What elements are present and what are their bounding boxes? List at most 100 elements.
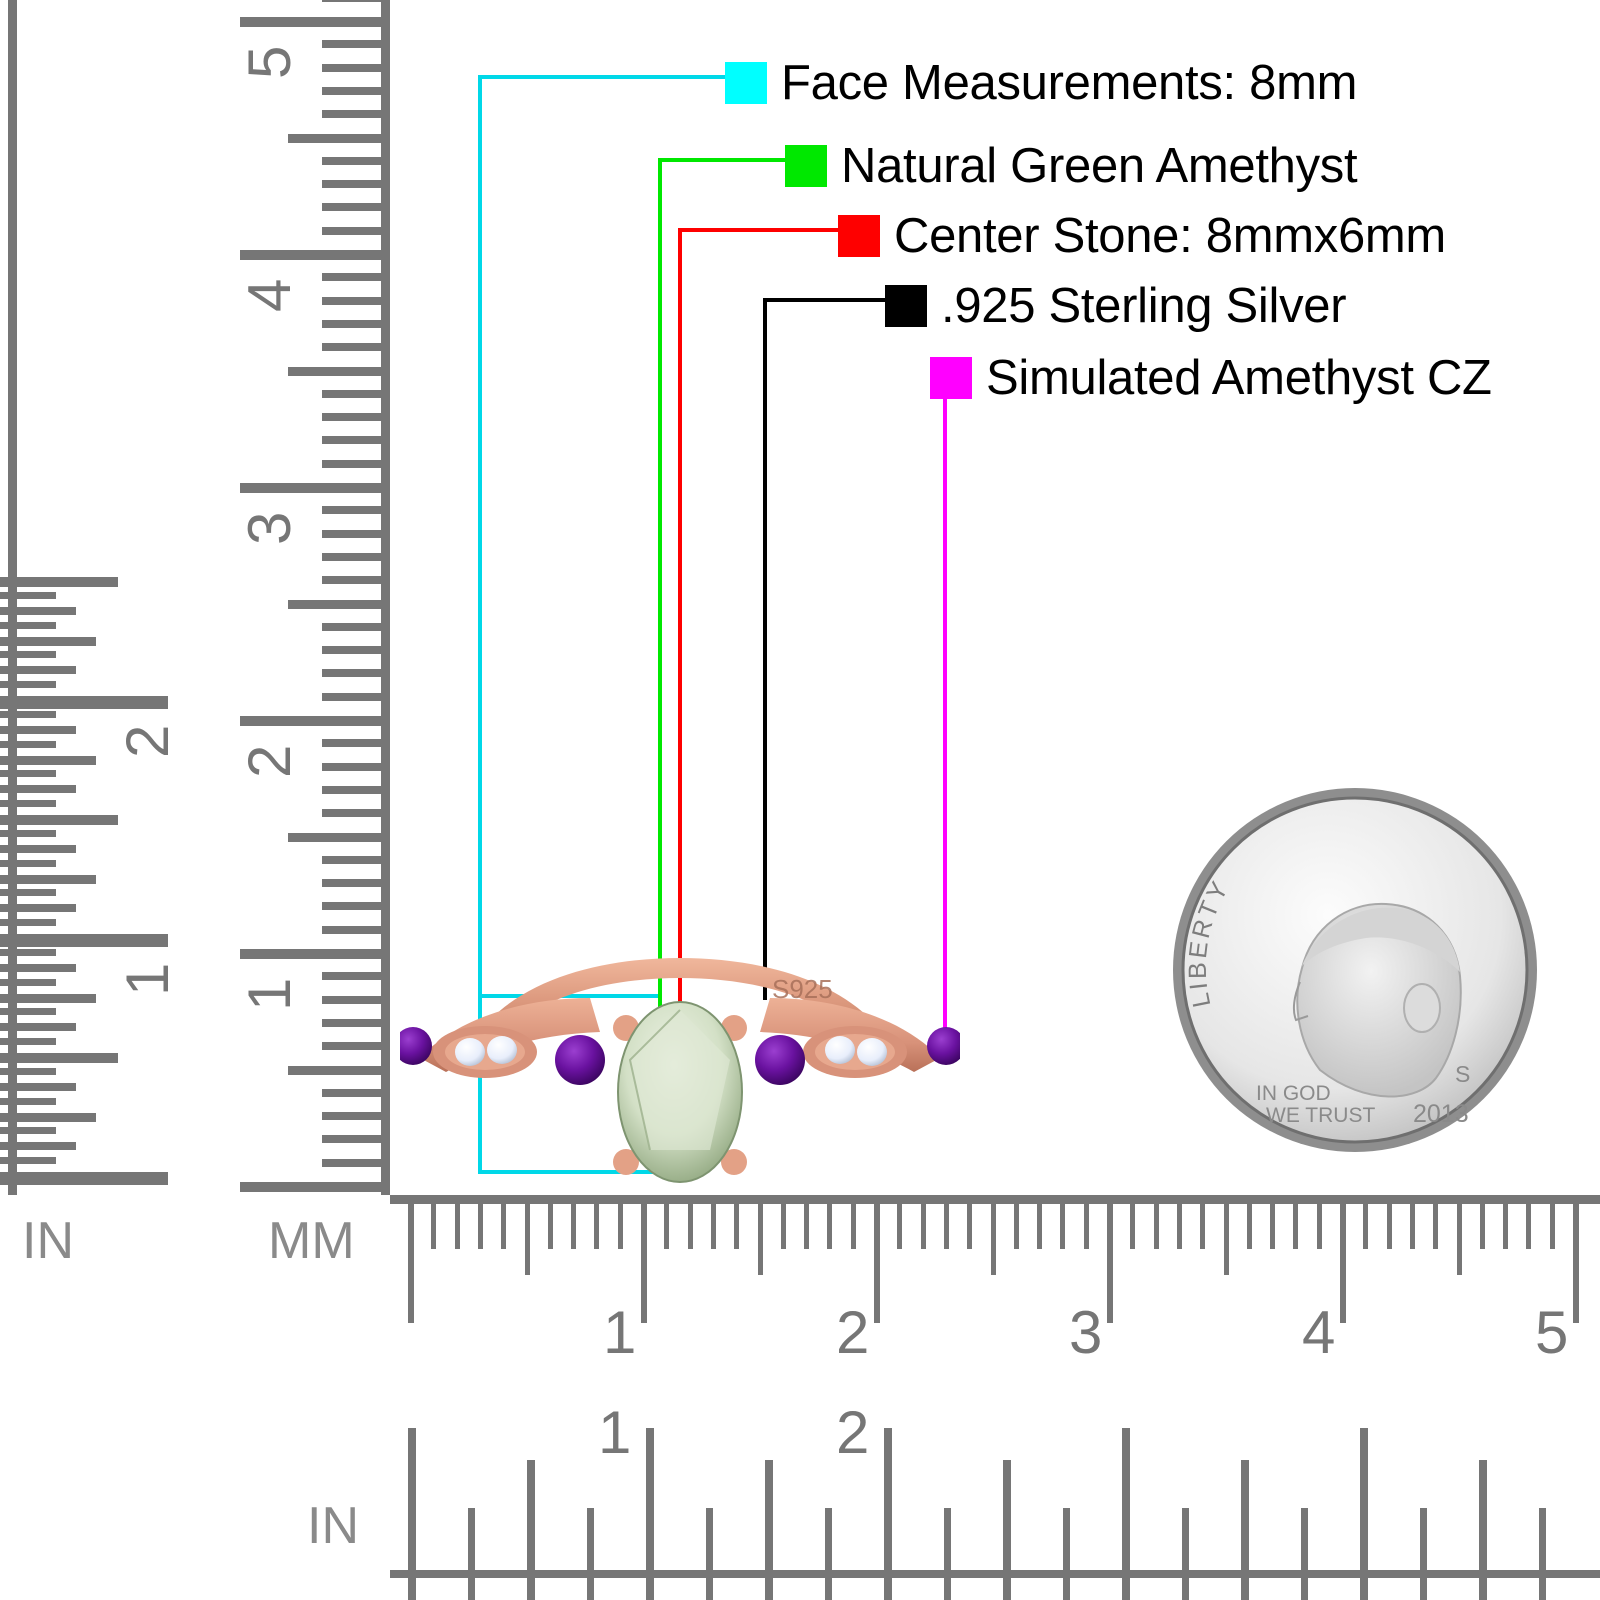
ruler-tick	[0, 1023, 76, 1032]
ruler-tick	[1130, 1195, 1136, 1249]
ruler-tick	[0, 577, 118, 587]
ruler-tick	[322, 529, 390, 538]
ruler-tick	[0, 844, 76, 853]
ruler-number-label: 1	[598, 1399, 632, 1466]
coin-motto-line1: IN GOD	[1256, 1082, 1331, 1105]
ruler-tick	[594, 1195, 600, 1249]
gemstone-facet-table	[630, 1010, 730, 1150]
ruler-tick	[322, 1088, 390, 1097]
ruler-tick	[240, 483, 390, 493]
ruler-tick	[240, 716, 390, 726]
ruler-tick	[1363, 1195, 1369, 1249]
legend-label-face-measurements: Face Measurements: 8mm	[781, 56, 1358, 110]
ruler-tick	[0, 1097, 56, 1105]
ruler-tick	[0, 1142, 76, 1151]
ruler-tick	[1340, 1195, 1346, 1323]
ruler-tick	[1083, 1195, 1089, 1249]
ruler-tick	[240, 949, 390, 959]
ruler-tick	[780, 1195, 786, 1249]
ruler-tick	[1419, 1508, 1427, 1600]
vertical-inch-unit-label: IN	[22, 1212, 74, 1270]
ruler-tick	[990, 1195, 996, 1275]
ruler-tick	[850, 1195, 856, 1249]
ruler-tick	[501, 1195, 507, 1249]
ruler-tick	[1479, 1460, 1487, 1600]
ruler-tick	[322, 296, 390, 305]
legend-item-center-stone: Center Stone: 8mmx6mm	[838, 208, 1446, 264]
ruler-tick	[408, 1195, 414, 1323]
ruler-tick	[1300, 1508, 1308, 1600]
ruler-tick	[288, 1065, 390, 1075]
ruler-tick	[1176, 1195, 1182, 1249]
ruler-tick	[322, 762, 390, 771]
legend-swatch-simulated-amethyst-cz	[930, 357, 972, 399]
ruler-tick	[641, 1195, 647, 1323]
ruler-tick	[0, 889, 56, 897]
ruler-tick	[710, 1195, 716, 1249]
ruler-tick	[884, 1428, 892, 1600]
ruler-tick	[0, 621, 56, 629]
ruler-tick	[824, 1508, 832, 1600]
ruler-tick	[0, 978, 56, 986]
legend-item-sterling-silver: .925 Sterling Silver	[885, 278, 1347, 334]
ruler-tick	[1549, 1195, 1555, 1249]
ruler-tick	[687, 1195, 693, 1249]
ruler-tick	[0, 785, 76, 794]
ruler-spine	[381, 0, 390, 1195]
ruler-tick	[322, 1135, 390, 1144]
ruler-tick	[1153, 1195, 1159, 1249]
ruler-tick	[1003, 1460, 1011, 1600]
ruler-tick	[897, 1195, 903, 1249]
ruler-tick	[322, 855, 390, 864]
ruler-tick	[0, 755, 96, 765]
ruler-tick	[322, 226, 390, 235]
ruler-tick	[322, 669, 390, 678]
ruler-tick	[322, 809, 390, 818]
coin-portrait	[1296, 902, 1462, 1098]
ruler-tick	[0, 666, 76, 675]
ruler-tick	[0, 770, 56, 778]
legend-swatch-face-measurements	[725, 62, 767, 104]
ruler-tick	[0, 904, 76, 913]
ruler-tick	[1316, 1195, 1322, 1249]
ruler-tick	[322, 506, 390, 515]
ruler-tick	[1479, 1195, 1485, 1249]
ruler-tick	[454, 1195, 460, 1249]
ruler-tick	[827, 1195, 833, 1249]
ruler-tick	[0, 963, 76, 972]
ruler-tick	[322, 692, 390, 701]
ruler-tick	[408, 1428, 416, 1600]
ruler-tick	[1246, 1195, 1252, 1249]
ruler-tick	[0, 1112, 96, 1122]
ruler-tick	[943, 1195, 949, 1249]
ruler-tick	[322, 319, 390, 328]
ruler-tick	[0, 696, 168, 709]
ruler-tick	[0, 993, 96, 1003]
ruler-tick	[322, 203, 390, 212]
ruler-tick	[322, 273, 390, 282]
legend-swatch-sterling-silver	[885, 285, 927, 327]
ruler-tick	[547, 1195, 553, 1249]
ruler-tick	[1433, 1195, 1439, 1249]
amethyst-accent-far-right	[927, 1027, 960, 1065]
ruler-tick	[0, 636, 96, 646]
legend-swatch-center-stone	[838, 215, 880, 257]
ruler-tick	[322, 1112, 390, 1121]
ruler-number-label: 2	[836, 1299, 870, 1366]
ruler-tick	[0, 815, 118, 825]
ruler-tick	[322, 459, 390, 468]
ruler-tick	[765, 1460, 773, 1600]
ruler-tick	[322, 110, 390, 119]
ruler-tick	[0, 710, 56, 718]
ruler-tick	[322, 156, 390, 165]
ruler-tick	[0, 1157, 56, 1165]
ruler-tick	[431, 1195, 437, 1249]
amethyst-accent-far-left	[400, 1027, 432, 1065]
ruler-tick	[1270, 1195, 1276, 1249]
ruler-tick	[1573, 1195, 1579, 1323]
ruler-number-label: 1	[603, 1299, 637, 1366]
ruler-tick	[1013, 1195, 1019, 1249]
ruler-tick	[0, 934, 168, 947]
ruler-tick	[322, 552, 390, 561]
